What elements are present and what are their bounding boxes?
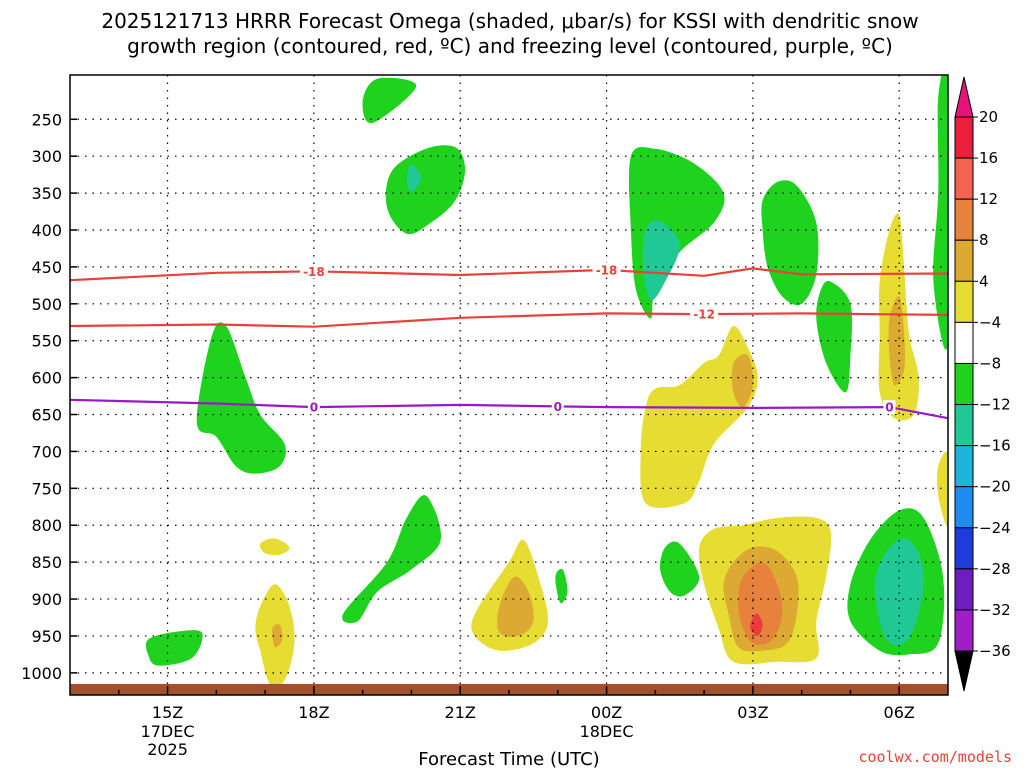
colorbar: 20 16 12 8 4 −4 −8 −12 −16 −20 −24 −28 −32 −36 [954, 76, 1011, 692]
colorbar-label-12: 12 [979, 190, 998, 208]
omega-region-green-6 [816, 280, 853, 393]
colorbar-swatch-3 [954, 239, 974, 282]
axes: 250 300 350 400 450 500 550 600 650 700 750 800 850 9… [21, 74, 949, 768]
omega-region-green-7 [933, 75, 948, 350]
title-line-2: growth region (contoured, red, ºC) and f… [127, 34, 893, 58]
y-tick-label-300: 300 [31, 147, 62, 166]
contour-label-bg-freezing_0C-0 [307, 400, 320, 415]
colorbar-swatch-7 [954, 404, 974, 447]
colorbar-label-16: 16 [979, 149, 998, 167]
x-tick-label-03Z: 03Z [737, 703, 768, 722]
contour-label-bg-dgz_-18C-0 [299, 264, 328, 279]
omega-region-yellow-15 [640, 325, 758, 508]
y-tick-label-250: 250 [31, 110, 62, 129]
omega-region-gold-27 [272, 624, 283, 648]
contour-label-bg-freezing_0C-2 [883, 400, 896, 415]
omega-region-gold-16 [731, 354, 754, 408]
x-tick-label-00Z: 00Z [591, 703, 622, 722]
colorbar-swatch-11 [954, 568, 974, 611]
contour-dgz_-12C [69, 312, 949, 328]
colorbar-swatch-10 [954, 527, 974, 570]
y-tick-label-1000: 1000 [21, 664, 62, 683]
x-tick-sublabel-17DEC: 17DEC [141, 722, 195, 741]
colorbar-label-20: 20 [979, 108, 998, 126]
y-tick-label-800: 800 [31, 516, 62, 535]
omega-shading [70, 75, 948, 695]
plot-area [70, 75, 948, 695]
x-tick-label-18Z: 18Z [298, 703, 329, 722]
contour-freezing_0C [69, 398, 949, 420]
omega-region-teal-12 [874, 538, 925, 646]
omega-region-teal-2 [406, 164, 422, 192]
x-tick-label-15Z: 15Z [152, 703, 183, 722]
colorbar-swatch-0 [954, 116, 974, 159]
omega-region-yellow-28 [259, 538, 290, 556]
x-tick-label-06Z: 06Z [884, 703, 915, 722]
y-tick-label-400: 400 [31, 221, 62, 240]
omega-region-green-1 [385, 145, 466, 235]
omega-region-green-13 [145, 630, 203, 666]
contour-label-bg-dgz_-12C-0 [690, 307, 719, 322]
y-tick-label-550: 550 [31, 332, 62, 351]
x-tick-label-21Z: 21Z [445, 703, 476, 722]
contour-label-dgz_-18C-0: -18 [303, 265, 325, 279]
colorbar-label--36: −36 [979, 642, 1011, 660]
colorbar-swatch-5 [954, 321, 974, 364]
omega-region-green-8 [196, 322, 286, 474]
omega-region-green-14 [555, 568, 568, 604]
contour-label-freezing_0C-2: 0 [885, 401, 893, 415]
omega-region-green-0 [362, 77, 417, 124]
colorbar-label--8: −8 [979, 354, 1001, 372]
colorbar-bottom-arrow [954, 650, 974, 692]
y-tick-label-450: 450 [31, 258, 62, 277]
omega-region-green-10 [660, 541, 700, 597]
y-tick-label-500: 500 [31, 295, 62, 314]
omega-region-green-9 [342, 495, 442, 624]
y-tick-label-750: 750 [31, 479, 62, 498]
omega-region-orange-22 [738, 562, 783, 645]
x-axis-title: Forecast Time (UTC) [418, 749, 599, 768]
y-tick-label-600: 600 [31, 369, 62, 388]
colorbar-label-4: 4 [979, 272, 989, 290]
contour-label-bg-freezing_0C-1 [551, 399, 564, 414]
colorbar-label--32: −32 [979, 601, 1011, 619]
contour-label-dgz_-12C-0: -12 [693, 308, 715, 322]
y-tick-label-650: 650 [31, 406, 62, 425]
x-tick-sublabel-2025: 2025 [147, 740, 188, 759]
colorbar-label--28: −28 [979, 560, 1011, 578]
y-tick-label-350: 350 [31, 184, 62, 203]
colorbar-swatch-8 [954, 445, 974, 488]
y-tick-label-850: 850 [31, 553, 62, 572]
colorbar-swatch-1 [954, 157, 974, 200]
colorbar-swatch-9 [954, 486, 974, 529]
colorbar-swatch-6 [954, 362, 974, 406]
colorbar-swatch-2 [954, 198, 974, 241]
credit-label[interactable]: coolwx.com/models [858, 748, 1012, 766]
omega-region-gold-25 [497, 576, 534, 637]
colorbar-label--12: −12 [979, 396, 1011, 414]
colorbar-label--16: −16 [979, 437, 1011, 455]
colorbar-label--24: −24 [979, 519, 1011, 537]
omega-region-gold-18 [888, 296, 906, 386]
colorbar-swatch-4 [954, 280, 974, 323]
ground-strip [70, 683, 948, 695]
y-tick-label-950: 950 [31, 627, 62, 646]
contour-label-bg-dgz_-18C-1 [592, 262, 621, 277]
title-line-1: 2025121713 HRRR Forecast Omega (shaded, … [101, 9, 918, 33]
colorbar-label--20: −20 [979, 478, 1011, 496]
omega-region-yellow-19 [937, 451, 948, 527]
colorbar-label-8: 8 [979, 231, 989, 249]
contour-label-freezing_0C-1: 0 [554, 400, 562, 414]
colorbar-swatch-12 [954, 609, 974, 652]
omega-region-teal-4 [642, 220, 680, 301]
colorbar-label--4: −4 [979, 313, 1001, 331]
contour-label-freezing_0C-0: 0 [310, 401, 318, 415]
contour-label-dgz_-18C-1: -18 [596, 263, 618, 277]
y-tick-label-700: 700 [31, 442, 62, 461]
y-tick-label-900: 900 [31, 590, 62, 609]
x-tick-sublabel-18DEC: 18DEC [580, 722, 634, 741]
temperature-contours: -18 -18 -12 0 0 0 [69, 262, 949, 420]
